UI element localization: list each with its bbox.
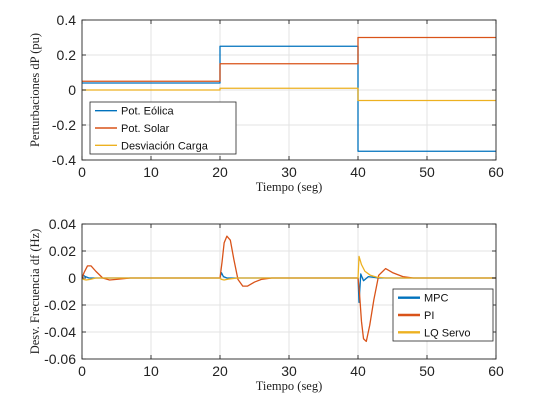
y-tick-label: -0.04 (44, 324, 76, 340)
x-tick-label: 30 (281, 164, 297, 180)
legend-entry: MPC (424, 293, 449, 305)
series-line-1 (82, 271, 496, 303)
chart-2: 0 10 20 30 40 50 60 -0.06 -0.04 -0.02 0 0.02 0.04 Tie… (28, 216, 504, 393)
x-tick-label: 20 (212, 363, 228, 379)
x-axis-label: Tiempo (seg) (256, 379, 323, 393)
y-tick-label: -0.06 (44, 351, 76, 367)
legend-entry: Pot. Eólica (121, 106, 174, 118)
y-tick-label: 0 (68, 270, 76, 286)
series-line-3 (82, 87, 496, 102)
series-line-2 (82, 235, 496, 343)
series-line-1 (82, 45, 496, 152)
y-tick-label: 0.02 (49, 243, 76, 259)
legend: Pot. Eólica Pot. Solar Desviación Carga (89, 101, 237, 155)
y-tick-label: 0.04 (49, 216, 76, 232)
x-tick-label: 60 (488, 363, 504, 379)
chart-1: 0 10 20 30 40 50 60 -0.4 -0.2 0 0.2 0.4 Tiempo (seg)… (28, 12, 504, 194)
x-tick-label: 20 (212, 164, 228, 180)
legend-entry: LQ Servo (424, 327, 470, 339)
x-axis-label: Tiempo (seg) (256, 180, 323, 194)
y-axis-label: Perturbaciones dP (pu) (28, 33, 42, 147)
y-tick-label: 0 (68, 82, 76, 98)
legend: MPC PI LQ Servo (392, 288, 494, 342)
y-tick-label: 0.2 (57, 47, 77, 63)
y-tick-label: -0.2 (52, 117, 76, 133)
x-tick-label: 0 (78, 363, 86, 379)
y-tick-label: -0.02 (44, 297, 76, 313)
legend-entry: Desviación Carga (121, 140, 209, 152)
x-tick-label: 40 (350, 164, 366, 180)
x-tick-label: 10 (143, 164, 159, 180)
y-tick-label: -0.4 (52, 152, 76, 168)
legend-entry: Pot. Solar (121, 123, 170, 135)
x-tick-label: 0 (78, 164, 86, 180)
x-tick-label: 10 (143, 363, 159, 379)
legend-entry: PI (424, 310, 434, 322)
y-tick-label: 0.4 (57, 12, 77, 28)
x-tick-label: 30 (281, 363, 297, 379)
series-line-3 (82, 255, 496, 281)
x-tick-label: 50 (419, 363, 435, 379)
x-tick-label: 60 (488, 164, 504, 180)
x-tick-label: 40 (350, 363, 366, 379)
x-tick-label: 50 (419, 164, 435, 180)
series-line-2 (82, 36, 496, 82)
y-axis-label: Desv. Frecuencia df (Hz) (28, 229, 42, 355)
